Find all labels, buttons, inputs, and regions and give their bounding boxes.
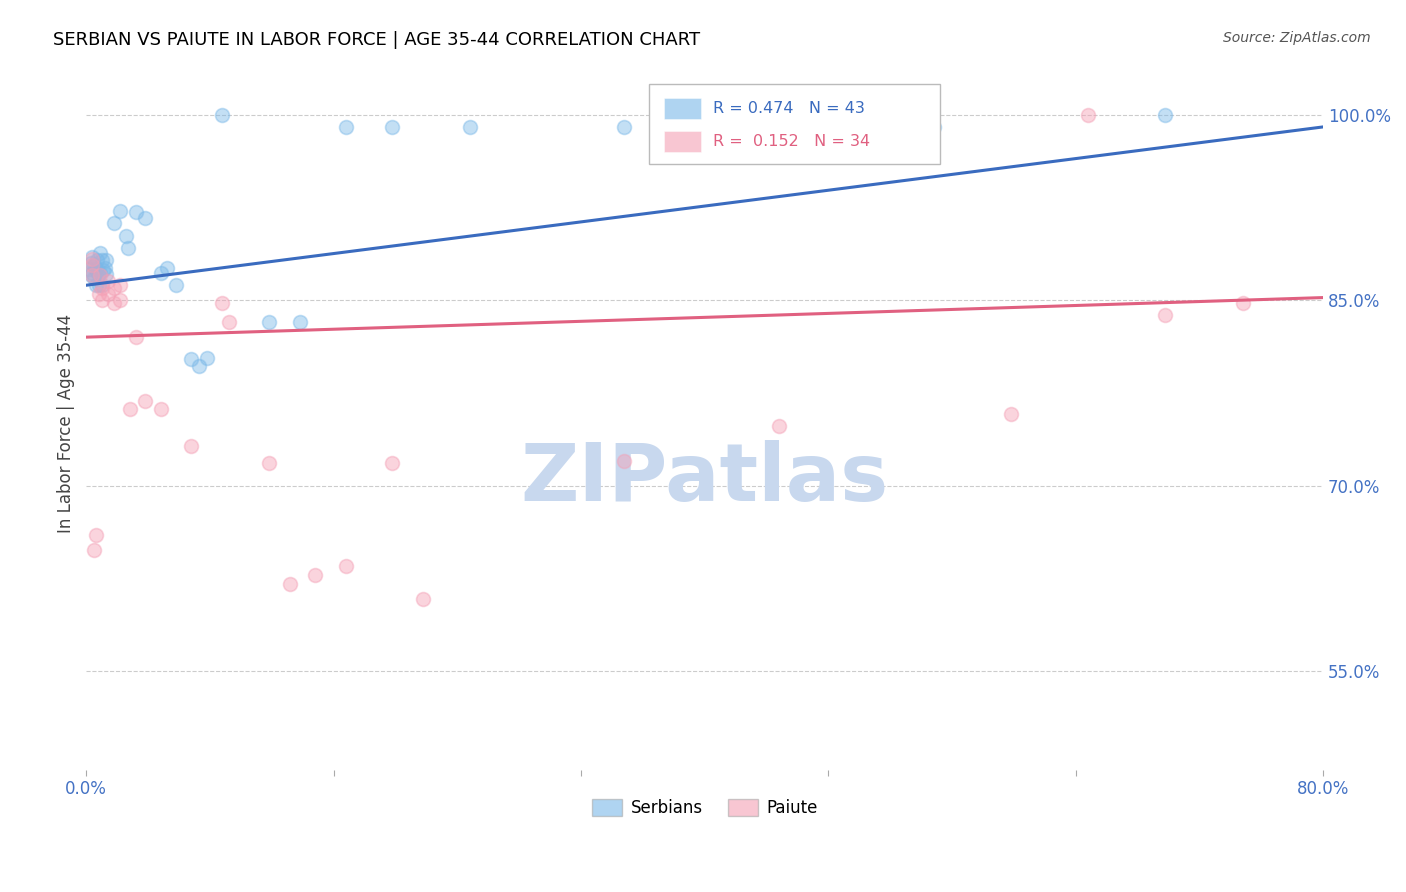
FancyBboxPatch shape xyxy=(664,98,702,119)
Point xyxy=(304,567,326,582)
Point xyxy=(288,315,311,329)
Point xyxy=(80,268,103,283)
Text: ZIPatlas: ZIPatlas xyxy=(520,440,889,518)
Point xyxy=(134,211,156,226)
Point xyxy=(82,252,104,267)
Point xyxy=(381,120,404,134)
Point xyxy=(613,454,636,468)
Point xyxy=(103,281,125,295)
Point xyxy=(80,256,103,270)
Point xyxy=(103,216,125,230)
Text: R =  0.152   N = 34: R = 0.152 N = 34 xyxy=(713,134,870,149)
Point xyxy=(613,120,636,134)
Point xyxy=(89,246,111,260)
Point xyxy=(211,107,233,121)
Point xyxy=(90,281,112,295)
Text: R = 0.474   N = 43: R = 0.474 N = 43 xyxy=(713,101,865,116)
Point xyxy=(1154,107,1177,121)
Point xyxy=(90,278,112,293)
Point xyxy=(335,120,357,134)
Point xyxy=(87,278,110,293)
Point xyxy=(257,456,280,470)
Point xyxy=(82,268,104,283)
Point xyxy=(381,456,404,470)
Point xyxy=(1077,107,1099,121)
Point xyxy=(84,262,107,277)
Point xyxy=(84,528,107,542)
Point xyxy=(195,351,218,366)
Point xyxy=(83,259,105,273)
Point xyxy=(96,253,118,268)
Point xyxy=(1232,295,1254,310)
Point xyxy=(149,266,172,280)
Point xyxy=(768,120,790,134)
Legend: Serbians, Paiute: Serbians, Paiute xyxy=(585,792,824,824)
Y-axis label: In Labor Force | Age 35-44: In Labor Force | Age 35-44 xyxy=(58,314,75,533)
Point xyxy=(165,278,187,293)
Point xyxy=(86,253,108,268)
Point xyxy=(115,228,138,243)
Point xyxy=(1154,308,1177,322)
Point xyxy=(83,542,105,557)
Point xyxy=(79,262,101,277)
Point xyxy=(90,293,112,307)
Point xyxy=(280,577,302,591)
Point xyxy=(110,278,132,293)
Point xyxy=(180,439,202,453)
Text: Source: ZipAtlas.com: Source: ZipAtlas.com xyxy=(1223,31,1371,45)
Point xyxy=(91,263,114,277)
Point xyxy=(211,295,233,310)
Point xyxy=(97,275,120,289)
Point xyxy=(103,295,125,310)
Point xyxy=(110,293,132,307)
Text: SERBIAN VS PAIUTE IN LABOR FORCE | AGE 35-44 CORRELATION CHART: SERBIAN VS PAIUTE IN LABOR FORCE | AGE 3… xyxy=(53,31,700,49)
Point xyxy=(458,120,481,134)
Point xyxy=(89,266,111,280)
Point xyxy=(83,270,105,285)
Point xyxy=(117,241,139,255)
Point xyxy=(125,330,148,344)
Point xyxy=(188,359,211,373)
FancyBboxPatch shape xyxy=(650,85,939,164)
Point xyxy=(922,120,945,134)
Point xyxy=(768,419,790,434)
Point xyxy=(87,286,110,301)
Point xyxy=(118,401,141,416)
Point xyxy=(82,266,104,280)
Point xyxy=(134,394,156,409)
Point xyxy=(94,260,117,275)
Point xyxy=(90,253,112,268)
Point xyxy=(97,286,120,301)
Point xyxy=(335,558,357,573)
Point xyxy=(89,268,111,283)
Point xyxy=(218,315,240,329)
FancyBboxPatch shape xyxy=(664,131,702,152)
Point xyxy=(110,204,132,219)
Point xyxy=(125,205,148,219)
Point xyxy=(1000,407,1022,421)
Point xyxy=(257,315,280,329)
Point xyxy=(87,267,110,281)
Point xyxy=(180,352,202,367)
Point xyxy=(156,260,179,275)
Point xyxy=(96,267,118,281)
Point xyxy=(82,250,104,264)
Point xyxy=(412,592,434,607)
Point xyxy=(149,401,172,416)
Point xyxy=(84,278,107,293)
Point xyxy=(82,259,104,273)
Point xyxy=(86,264,108,278)
